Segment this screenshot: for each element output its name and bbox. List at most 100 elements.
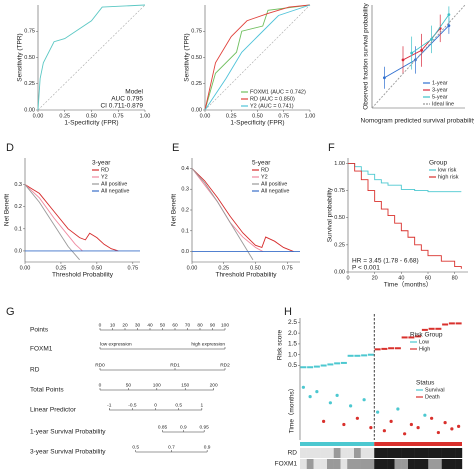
legend-label: 3-year xyxy=(432,87,448,93)
heatmap-cell xyxy=(428,459,436,469)
x-tick-label: 40 xyxy=(398,275,404,281)
row-tick-label: 80 xyxy=(197,322,203,328)
reference-diagonal xyxy=(37,4,146,111)
legend-title: 5-year xyxy=(252,160,271,167)
y-tick-label: 0.5 xyxy=(288,362,297,369)
y-axis-label: Net Benefit xyxy=(171,194,178,226)
row-tick-label: 150 xyxy=(181,382,189,388)
y-tick-label: 0.3 xyxy=(181,187,189,193)
y-tick-label: 0.1 xyxy=(14,226,22,232)
row-tick-label: 30 xyxy=(135,322,141,328)
legend-label: Y2 (AUC = 0.741) xyxy=(250,103,294,109)
heatmap-cell xyxy=(414,459,422,469)
y-tick-label: 1.00 xyxy=(334,161,345,167)
panel-letter: E xyxy=(172,142,179,154)
row-tick-label: 60 xyxy=(172,322,178,328)
legend-label: 5-year xyxy=(432,94,448,100)
x-tick-label: 0.75 xyxy=(113,113,124,119)
risk-point xyxy=(320,364,327,367)
risk-point xyxy=(354,354,361,357)
time-point xyxy=(443,421,447,425)
row-tick-label: -0.5 xyxy=(128,402,137,408)
y-tick-label: 0.0 xyxy=(181,249,189,255)
row-tick-label: 1 xyxy=(201,402,204,408)
x-tick-label: 80 xyxy=(452,275,458,281)
heatmap-cell xyxy=(448,459,456,469)
row-tick-label: 0.9 xyxy=(180,424,187,430)
risk-point xyxy=(421,328,428,331)
legend-title: Group xyxy=(429,160,447,167)
legend-label: Ideal line xyxy=(432,101,454,107)
heatmap-cell xyxy=(394,448,402,458)
heatmap-cell xyxy=(367,459,375,469)
y-tick-label: 0.0 xyxy=(14,248,22,254)
x-tick-label: 0.25 xyxy=(218,265,229,271)
time-point xyxy=(430,416,434,420)
row-tick-label: 0 xyxy=(99,322,102,328)
row-tick-label: 10 xyxy=(110,322,116,328)
panel-letter: D xyxy=(6,142,14,154)
risk-point xyxy=(415,335,422,338)
row-tick-label: -1 xyxy=(107,402,112,408)
risk-point xyxy=(401,336,408,339)
time-point xyxy=(349,404,353,408)
row-label: Linear Predictor xyxy=(30,407,77,414)
legend-label: RD xyxy=(101,167,109,173)
risk-point xyxy=(408,336,415,339)
y-axis-label: Time（months） xyxy=(288,385,296,434)
y-tick-label: 0.50 xyxy=(334,215,345,221)
legend-label: 1-year xyxy=(432,80,448,86)
heatmap-cell xyxy=(360,459,368,469)
row-tick-label: 0.85 xyxy=(158,424,168,430)
reference-diagonal xyxy=(204,4,311,111)
x-axis-label: Time（months） xyxy=(384,281,433,289)
row-tick-label: 50 xyxy=(126,382,132,388)
y-axis-label: Sensitivity (TPR) xyxy=(184,33,191,81)
heatmap-cell xyxy=(347,459,355,469)
row-label: 1-year Survival Probability xyxy=(30,429,106,436)
x-tick-label: 0.00 xyxy=(33,113,44,119)
heatmap-cell xyxy=(313,448,321,458)
risk-point xyxy=(381,347,388,350)
heatmap-cell xyxy=(428,448,436,458)
x-axis-label: Threshold Probability xyxy=(52,272,114,279)
time-point xyxy=(409,422,413,427)
x-axis-label: Threshold Probability xyxy=(215,272,277,279)
risk-point xyxy=(455,322,462,325)
heatmap-cell xyxy=(360,448,368,458)
series-line xyxy=(348,162,462,269)
heatmap-cell xyxy=(320,459,328,469)
time-point xyxy=(315,390,319,394)
point xyxy=(401,58,405,62)
x-tick-label: 0.50 xyxy=(252,113,263,119)
heatmap-cell xyxy=(441,448,449,458)
heatmap-cell xyxy=(333,448,341,458)
heatmap-cell xyxy=(387,448,395,458)
heatmap-cell xyxy=(374,448,382,458)
risk-point xyxy=(334,362,341,365)
series-line xyxy=(24,184,80,261)
legend-label: High xyxy=(419,346,430,352)
time-point xyxy=(376,410,380,414)
time-point xyxy=(328,401,332,405)
time-point xyxy=(355,416,359,420)
x-tick-label: 0.75 xyxy=(278,113,289,119)
time-point xyxy=(396,407,400,411)
y-tick-label: 0.75 xyxy=(24,29,35,35)
row-tick-label: 0.7 xyxy=(168,444,175,450)
annotation: HR = 3.45 (1.78 - 6.68) xyxy=(352,258,419,265)
legend-label: FOXM1 (AUC = 0.742) xyxy=(250,89,306,95)
point xyxy=(430,37,433,41)
row-tick-label: low expression xyxy=(100,341,132,347)
heatmap-cell xyxy=(327,448,334,458)
series-line xyxy=(384,25,450,79)
heatmap-cell xyxy=(300,459,307,469)
heatmap-cell xyxy=(387,459,395,469)
y-tick-label: 2.0 xyxy=(288,330,297,337)
legend-label: All negative xyxy=(101,188,129,194)
row-tick-label: 0.5 xyxy=(175,402,182,408)
x-tick-label: 0.50 xyxy=(86,113,97,119)
legend-label: high risk xyxy=(438,174,459,180)
point xyxy=(447,24,451,27)
x-axis-label: Nomogram predicted survival probability xyxy=(361,118,474,125)
